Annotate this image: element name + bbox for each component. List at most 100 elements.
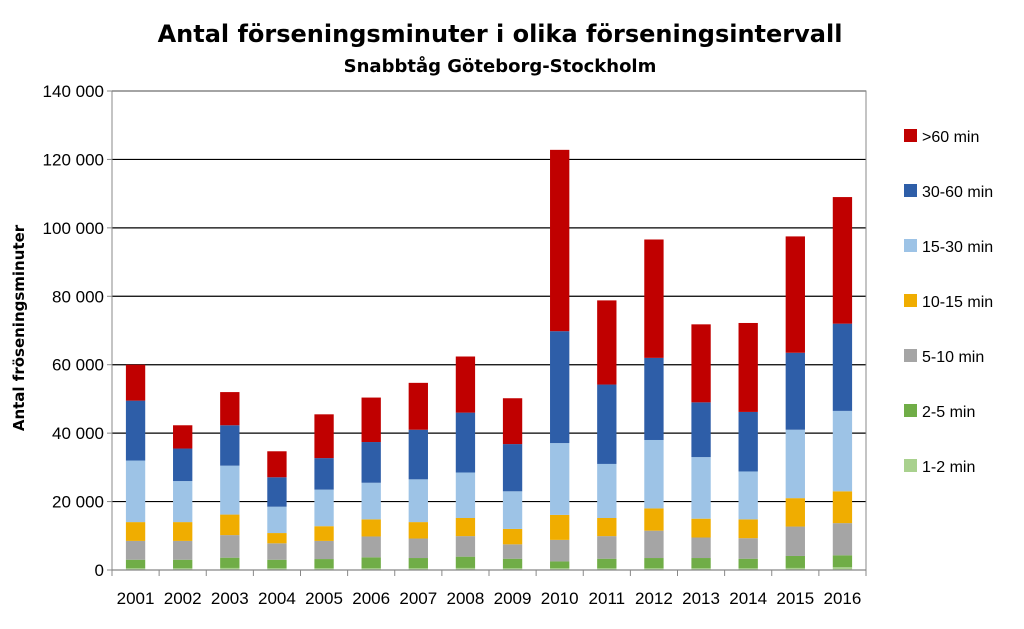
bar-segment	[267, 477, 287, 507]
bar-segment	[785, 555, 805, 568]
bar-segment	[361, 442, 381, 483]
x-tick-label: 2008	[447, 589, 485, 608]
legend-label: >60 min	[922, 129, 979, 146]
bar-segment	[408, 538, 428, 559]
legend-label: 30-60 min	[922, 184, 993, 201]
bar-segment	[502, 528, 523, 545]
bar-segment	[125, 364, 146, 401]
legend-swatch	[904, 294, 917, 307]
bar-segment	[220, 392, 240, 426]
bar-segment	[314, 559, 334, 569]
x-tick-label: 2003	[211, 589, 249, 608]
legend-swatch	[904, 404, 917, 417]
bar-segment	[832, 197, 853, 324]
y-tick-label: 20 000	[52, 493, 104, 512]
bar-segment	[738, 519, 758, 539]
y-tick-label: 0	[95, 561, 104, 580]
bar-segment	[220, 514, 240, 536]
legend-swatch	[904, 184, 917, 197]
legend-label: 5-10 min	[922, 349, 984, 366]
bar-segment	[502, 491, 523, 529]
bar-segment	[785, 567, 805, 570]
bar-segment	[267, 451, 287, 478]
bar-segment	[361, 568, 381, 570]
y-tick-label: 120 000	[43, 150, 104, 169]
bar-segment	[267, 543, 287, 560]
bar-segment	[738, 322, 758, 412]
bar-segment	[173, 425, 193, 449]
x-tick-label: 2007	[399, 589, 437, 608]
bar-segment	[502, 544, 523, 559]
bar-segment	[738, 538, 758, 559]
legend-label: 1-2 min	[922, 459, 975, 476]
bar-segment	[361, 482, 381, 520]
bar-segment	[644, 439, 664, 509]
bar-segment	[408, 522, 428, 539]
y-axis-label: Antal fröseningsminuter	[10, 224, 28, 431]
bar-segment	[691, 568, 711, 570]
bar-segment	[173, 568, 193, 570]
legend-item: 1-2 min	[904, 459, 975, 476]
bar-segment	[644, 558, 664, 569]
legend-swatch	[904, 349, 917, 362]
bar-segment	[408, 382, 428, 430]
x-tick-label: 2011	[589, 589, 626, 608]
chart-title: Antal förseningsminuter i olika försenin…	[158, 20, 843, 48]
bar-segment	[785, 352, 805, 430]
bar-segment	[267, 533, 287, 544]
bar-segment	[597, 463, 617, 518]
bar-segment	[832, 523, 853, 556]
bar-segment	[455, 412, 476, 473]
bar-segment	[597, 517, 617, 537]
bar-segment	[314, 414, 334, 459]
bar-segment	[455, 356, 476, 413]
bar-segment	[361, 397, 381, 443]
y-tick-labels: 0 20 000 40 000 60 000 80 000 100 000 120 000 1…	[43, 82, 104, 580]
bar-segment	[125, 568, 146, 570]
bar-segment	[691, 457, 711, 519]
bar-segment	[314, 568, 334, 570]
bar-segment	[314, 540, 334, 560]
bar-segment	[502, 558, 523, 569]
bar-segment	[361, 536, 381, 558]
x-tick-label: 2005	[305, 589, 343, 608]
bar-segment	[691, 402, 711, 458]
bar-segment	[785, 236, 805, 353]
bar-segment	[550, 561, 570, 569]
bar-segment	[173, 481, 193, 523]
x-tick-label: 2004	[258, 589, 296, 608]
bar-segment	[502, 444, 523, 492]
bar-segment	[502, 398, 523, 445]
bar-segment	[597, 536, 617, 559]
bar-segment	[597, 384, 617, 464]
bar-segment	[644, 568, 664, 570]
y-tick-label: 80 000	[52, 287, 104, 306]
legend-item: 30-60 min	[904, 184, 993, 201]
bar-segment	[125, 540, 146, 560]
bar-segment	[502, 568, 523, 570]
x-tick-label: 2016	[824, 589, 862, 608]
bars	[125, 149, 853, 570]
bar-segment	[644, 508, 664, 531]
bar-segment	[125, 400, 146, 461]
x-tick-label: 2006	[352, 589, 390, 608]
bar-segment	[455, 536, 476, 557]
bar-segment	[832, 555, 853, 568]
bar-segment	[785, 526, 805, 556]
bar-segment	[455, 556, 476, 568]
legend: >60 min 30-60 min 15-30 min 10-15 min 5-10 m…	[904, 129, 993, 476]
bar-segment	[738, 471, 758, 520]
bar-segment	[408, 558, 428, 569]
legend-item: 10-15 min	[904, 294, 993, 311]
bar-segment	[408, 429, 428, 480]
bar-segment	[361, 557, 381, 569]
bar-segment	[597, 568, 617, 570]
bar-segment	[550, 539, 570, 562]
bar-segment	[644, 239, 664, 358]
bar-segment	[173, 448, 193, 482]
legend-label: 10-15 min	[922, 294, 993, 311]
y-tick-label: 40 000	[52, 424, 104, 443]
bar-segment	[125, 559, 146, 569]
x-tick-label: 2010	[541, 589, 579, 608]
